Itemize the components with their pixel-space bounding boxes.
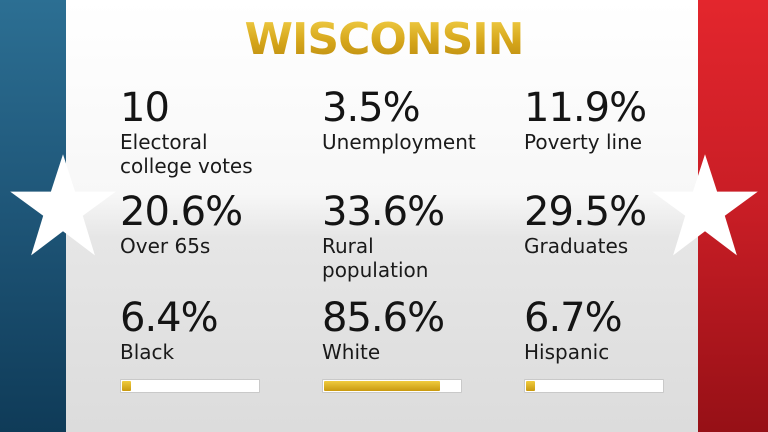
progress-bar-fill: [122, 381, 131, 391]
stat-label: Hispanic: [524, 340, 610, 364]
stat-value: 85.6%: [322, 295, 445, 341]
star-icon: [650, 152, 760, 262]
stat-hispanic: 6.7% Hispanic: [524, 296, 724, 364]
stat-value: 3.5%: [322, 85, 421, 131]
stat-over-65s: 20.6% Over 65s: [120, 190, 320, 258]
stat-rural-population: 33.6% Rural population: [322, 190, 522, 282]
stat-label: Electoral college votes: [120, 130, 253, 178]
stat-poverty-line: 11.9% Poverty line: [524, 86, 724, 154]
stat-value: 29.5%: [524, 189, 647, 235]
stat-label: Rural population: [322, 234, 429, 282]
progress-bar-black: [120, 379, 260, 393]
stat-electoral-votes: 10 Electoral college votes: [120, 86, 320, 178]
stat-label: Unemployment: [322, 130, 476, 154]
stat-value: 33.6%: [322, 189, 445, 235]
star-icon: [8, 152, 118, 262]
stat-label: Poverty line: [524, 130, 643, 154]
stat-value: 10: [120, 85, 170, 131]
content-panel: [66, 0, 698, 432]
stat-white: 85.6% White: [322, 296, 522, 364]
stat-unemployment: 3.5% Unemployment: [322, 86, 522, 154]
progress-bar-hispanic: [524, 379, 664, 393]
stat-label: Over 65s: [120, 234, 211, 258]
stat-value: 6.4%: [120, 295, 219, 341]
stat-graduates: 29.5% Graduates: [524, 190, 724, 258]
stat-black: 6.4% Black: [120, 296, 320, 364]
stat-value: 11.9%: [524, 85, 647, 131]
progress-bar-fill: [526, 381, 535, 391]
progress-bar-white: [322, 379, 462, 393]
stat-label: Graduates: [524, 234, 629, 258]
stat-label: White: [322, 340, 381, 364]
stat-label: Black: [120, 340, 175, 364]
state-title: WISCONSIN: [0, 14, 768, 65]
stat-value: 6.7%: [524, 295, 623, 341]
stat-value: 20.6%: [120, 189, 243, 235]
progress-bar-fill: [324, 381, 440, 391]
